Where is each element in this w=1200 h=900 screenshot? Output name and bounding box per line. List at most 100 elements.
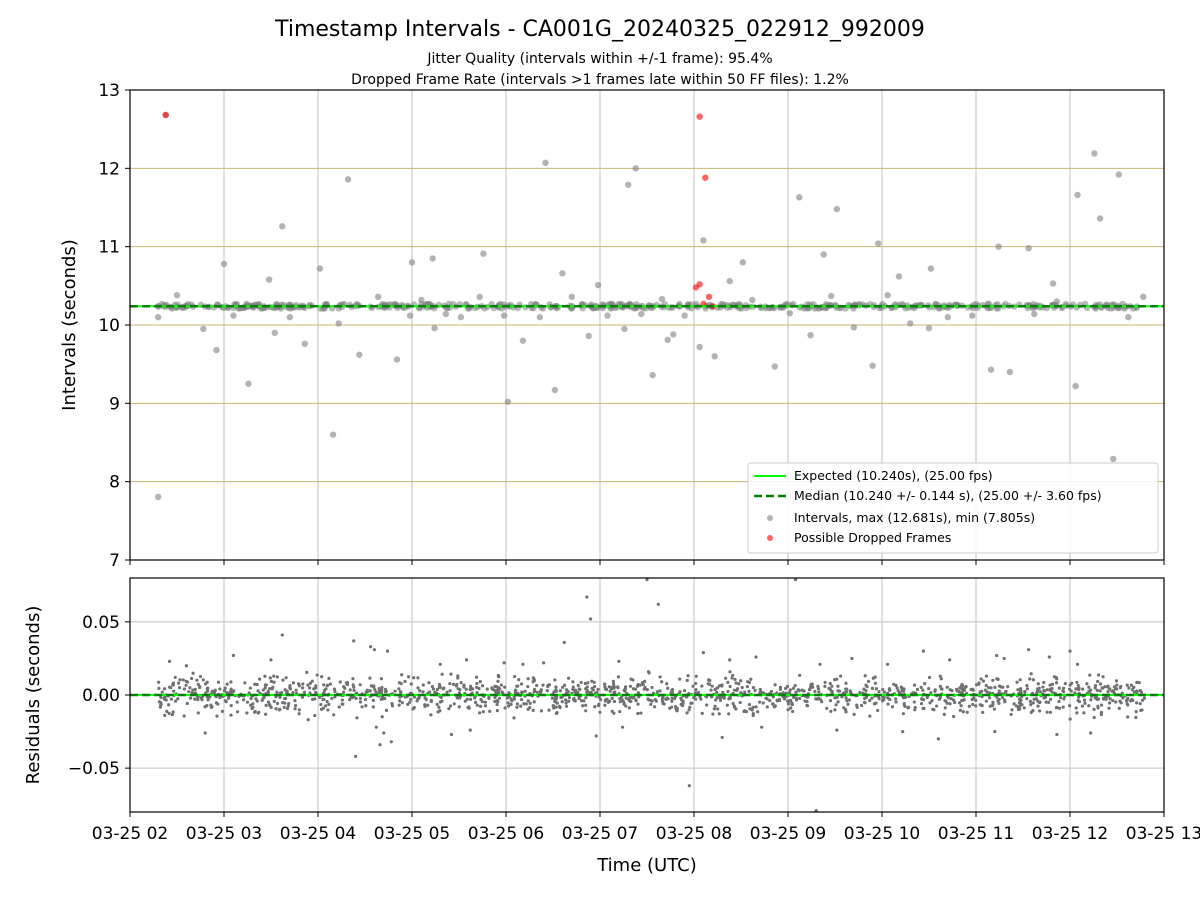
residual-point (344, 681, 348, 685)
residual-point (727, 712, 731, 716)
residual-point (552, 704, 556, 708)
residual-point (319, 702, 323, 707)
interval-point (1110, 455, 1117, 463)
residual-point (1016, 688, 1020, 692)
residual-point (1068, 704, 1072, 708)
residual-point (342, 690, 346, 694)
residual-point (1070, 681, 1074, 685)
residual-point (557, 704, 562, 708)
residual-point (844, 687, 848, 691)
residual-point (426, 703, 430, 707)
residual-point (231, 653, 235, 658)
residual-point (1067, 687, 1072, 691)
residual-point (899, 685, 903, 689)
residual-point (343, 686, 347, 690)
interval-point (155, 313, 162, 321)
residual-point (603, 682, 607, 686)
residual-point (901, 712, 905, 716)
residual-point (467, 706, 471, 710)
residual-point (495, 709, 499, 713)
residual-point (859, 703, 864, 708)
residual-point (622, 688, 626, 692)
residual-point (519, 704, 523, 708)
residual-point (717, 712, 721, 716)
residual-point (164, 698, 168, 702)
residual-point (1076, 683, 1080, 688)
residual-point (294, 688, 298, 692)
residual-point (660, 699, 665, 703)
residual-point (584, 696, 588, 700)
residual-point (1115, 683, 1119, 687)
residual-point (1001, 696, 1005, 700)
residual-point (636, 711, 640, 716)
residual-point (493, 684, 497, 688)
residual-point (984, 699, 988, 703)
residual-point (830, 689, 834, 694)
residual-point (189, 676, 194, 681)
residual-point (412, 695, 417, 699)
residual-point (352, 688, 356, 692)
residual-point (351, 677, 355, 681)
residual-point (775, 691, 779, 695)
legend-dropped-swatch (767, 535, 773, 541)
residual-point (500, 690, 504, 694)
residual-point (1083, 701, 1087, 705)
residual-point (1017, 697, 1022, 701)
residual-point (728, 658, 732, 662)
residual-point (798, 673, 802, 677)
residual-point (761, 691, 765, 695)
jitter-quality-subtitle: Jitter Quality (intervals within +/-1 fr… (426, 51, 772, 67)
residual-point (1108, 697, 1112, 701)
residual-point (635, 684, 640, 688)
interval-point (316, 265, 324, 272)
residual-point (991, 678, 995, 682)
residual-point (1059, 696, 1063, 700)
interval-point (585, 332, 592, 340)
residual-point (1018, 704, 1022, 708)
residual-point (327, 676, 331, 680)
residual-point (187, 690, 191, 694)
residual-point (173, 675, 177, 680)
residuals-ytick-label: −0.05 (68, 759, 120, 779)
residual-point (1019, 689, 1023, 693)
residual-point (902, 701, 906, 706)
residual-point (1041, 685, 1045, 689)
interval-point (796, 194, 803, 201)
legend-box (747, 462, 1159, 554)
residual-point (938, 684, 942, 688)
residual-point (636, 702, 640, 706)
residual-point (495, 702, 499, 707)
residual-point (462, 685, 466, 689)
residual-point (1037, 709, 1042, 713)
residual-point (555, 701, 559, 705)
residual-point (315, 673, 319, 677)
residual-point (263, 683, 267, 687)
residual-point (959, 704, 963, 708)
residual-point (1015, 680, 1019, 684)
residual-point (819, 698, 823, 702)
residual-point (665, 682, 669, 686)
residual-point (463, 699, 467, 703)
residual-point (978, 703, 982, 707)
residual-point (480, 684, 485, 688)
residual-point (282, 705, 286, 709)
residual-point (293, 707, 297, 711)
interval-point (431, 324, 438, 332)
residual-point (1096, 673, 1101, 677)
residual-point (777, 698, 782, 703)
interval-point (1025, 245, 1032, 252)
residual-point (483, 704, 488, 708)
residual-point (686, 674, 690, 678)
residual-point (1027, 648, 1031, 652)
residual-point (641, 683, 645, 687)
residual-point (1106, 690, 1110, 694)
residual-point (961, 710, 965, 714)
residual-point (1054, 706, 1059, 710)
residual-point (201, 678, 205, 682)
residual-point (355, 691, 359, 695)
residual-point (836, 700, 840, 704)
residual-point (685, 711, 689, 715)
interval-point (200, 325, 207, 333)
residual-point (1092, 707, 1096, 711)
